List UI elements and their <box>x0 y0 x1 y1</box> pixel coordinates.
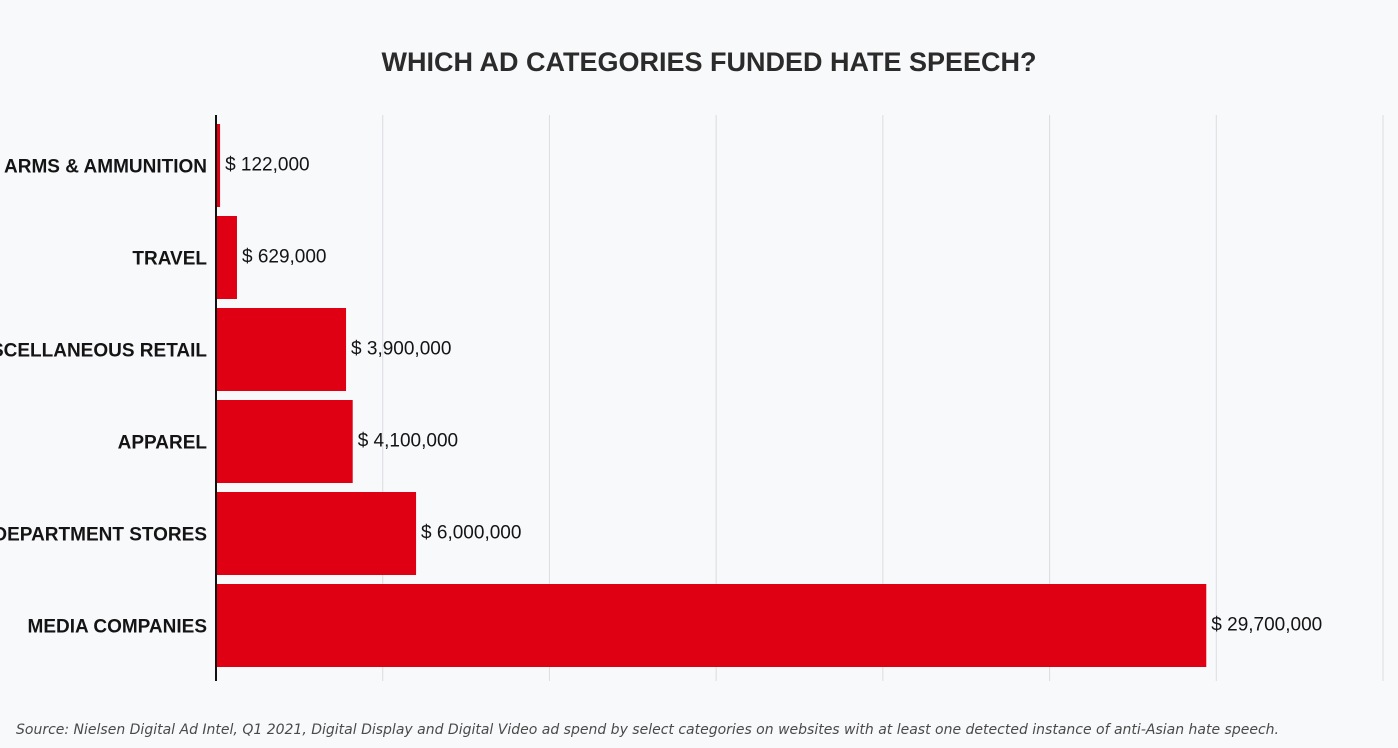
data-label: $ 629,000 <box>242 247 327 268</box>
bar <box>216 124 221 207</box>
value-labels: $ 122,000 $ 629,000 $ 3,900,000 $ 4,100,000… <box>225 155 1322 636</box>
category-label: MISCELLANEOUS RETAIL <box>0 341 207 362</box>
bars <box>216 124 1207 667</box>
bar <box>216 492 417 575</box>
category-label: ARMS & AMMUNITION <box>4 157 207 178</box>
data-label: $ 3,900,000 <box>351 339 451 360</box>
data-label: $ 29,700,000 <box>1211 615 1322 636</box>
category-labels: ARMS & AMMUNITION TRAVEL MISCELLANEOUS RET… <box>0 157 207 638</box>
source-note: Source: Nielsen Digital Ad Intel, Q1 202… <box>16 722 1279 738</box>
category-label: MEDIA COMPANIES <box>28 617 207 638</box>
bar <box>216 216 237 299</box>
bar <box>216 400 353 483</box>
category-label: TRAVEL <box>132 249 207 270</box>
bar <box>216 584 1207 667</box>
category-label: APPAREL <box>118 433 208 454</box>
category-label: DEPARTMENT STORES <box>0 525 207 546</box>
chart-title: WHICH AD CATEGORIES FUNDED HATE SPEECH? <box>381 47 1036 77</box>
data-label: $ 122,000 <box>225 155 310 176</box>
data-label: $ 4,100,000 <box>358 431 458 452</box>
data-label: $ 6,000,000 <box>421 523 521 544</box>
gridlines <box>382 115 1384 681</box>
bar <box>216 308 347 391</box>
